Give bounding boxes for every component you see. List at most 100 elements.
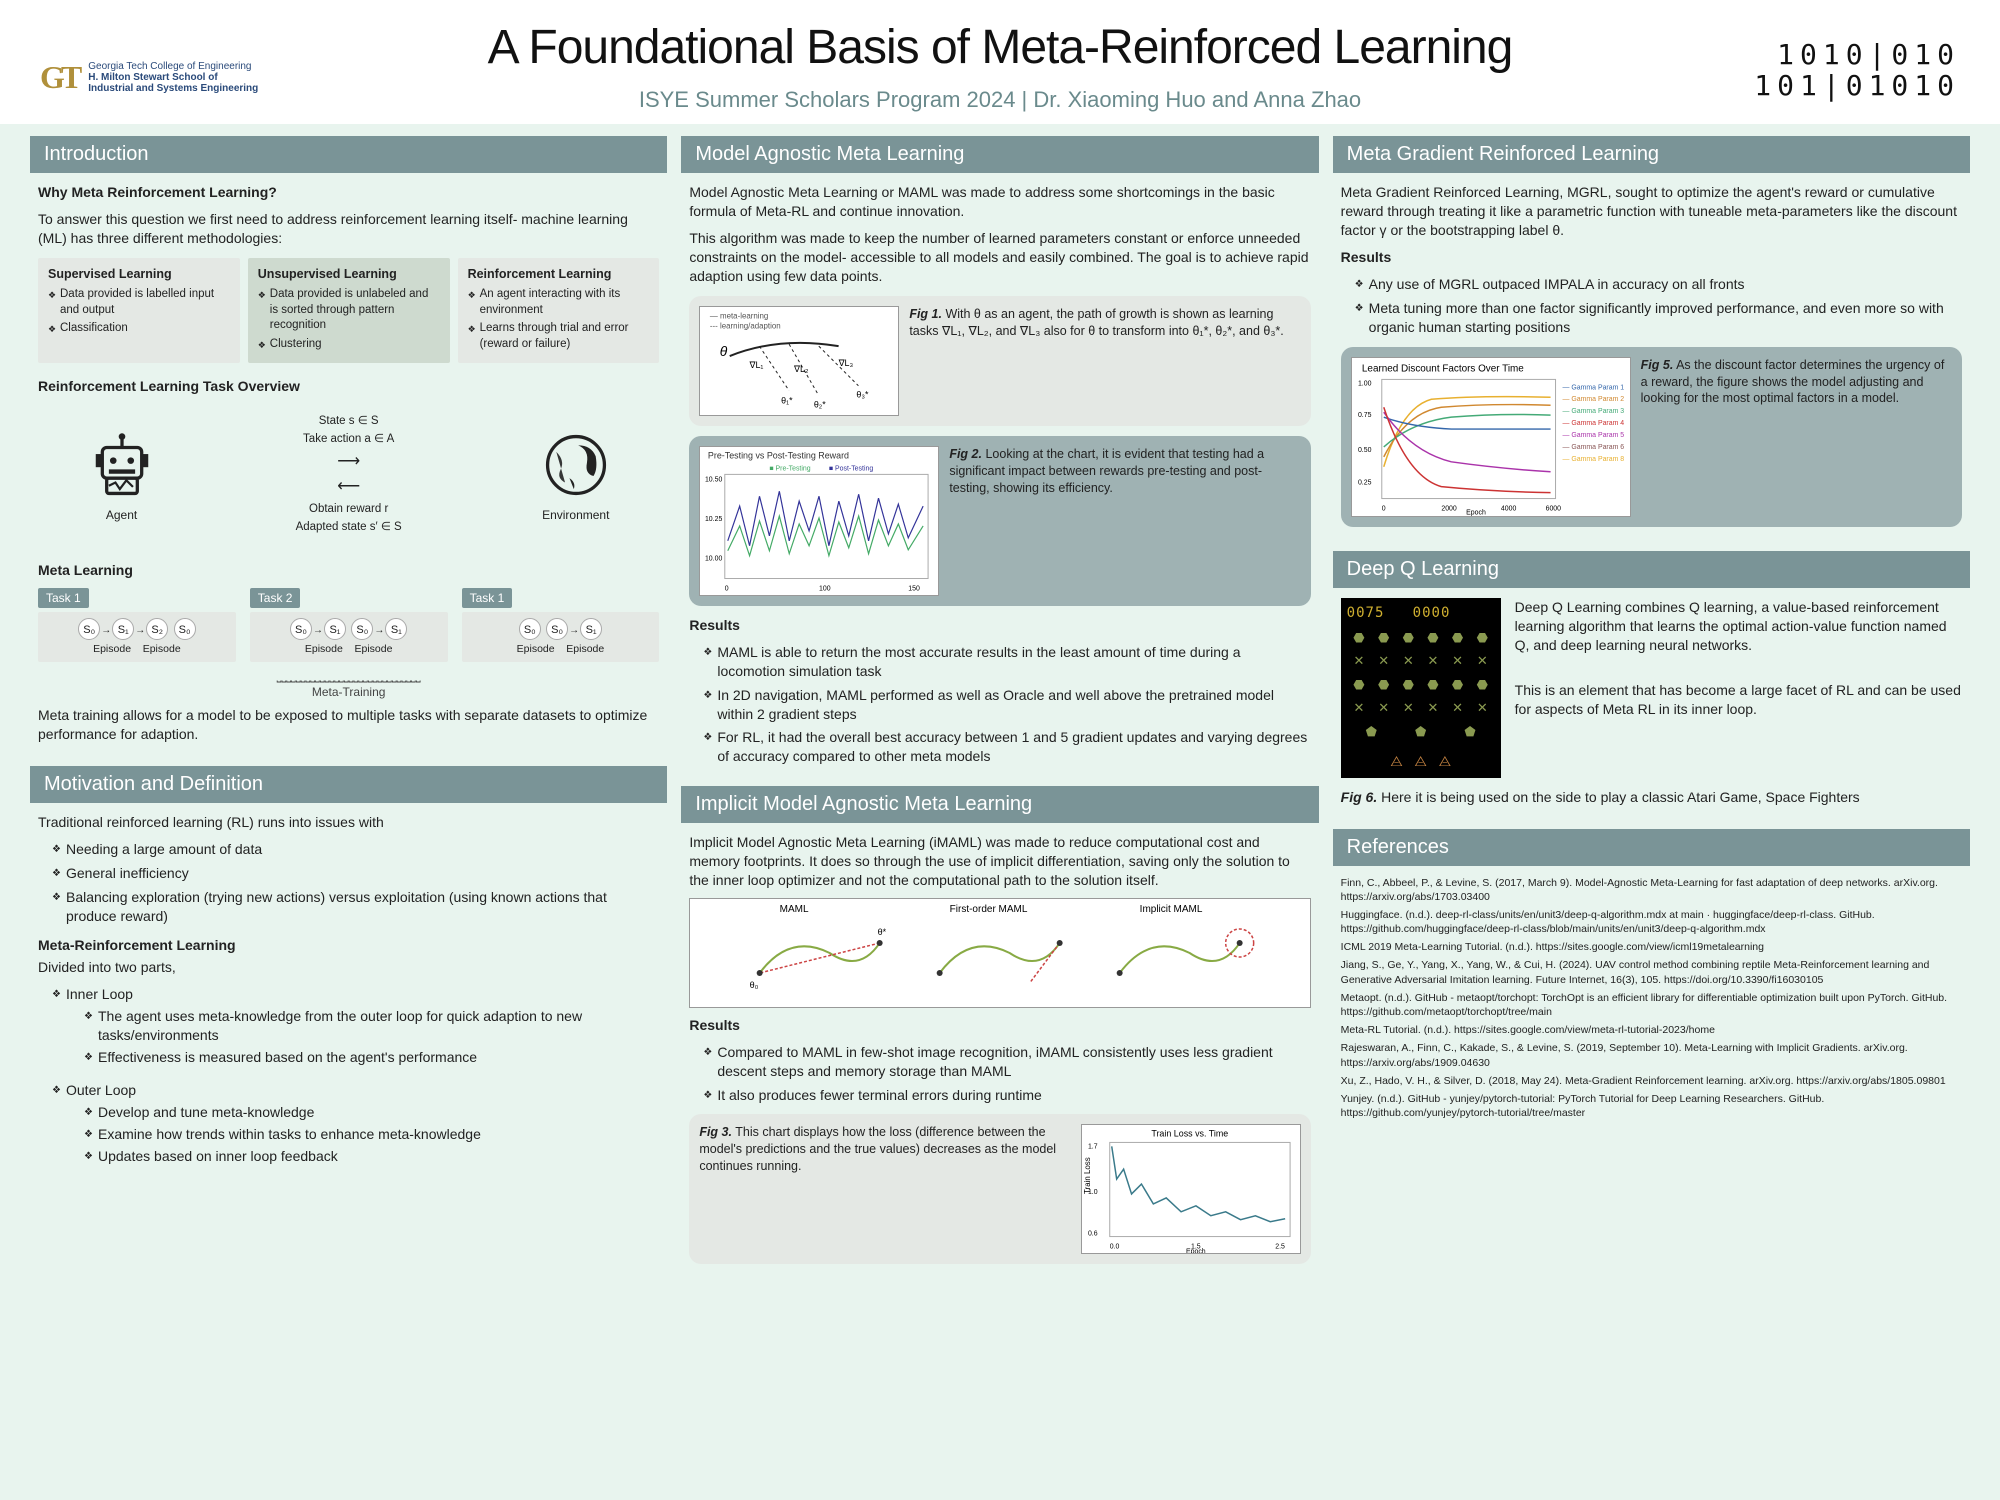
svg-text:∇L₃: ∇L₃ — [838, 358, 854, 368]
fig1-cap: With θ as an agent, the path of growth i… — [909, 307, 1283, 338]
svg-text:— Gamma Param 1: — Gamma Param 1 — [1562, 384, 1624, 391]
fig3-image: Train Loss vs. Time1.71.00.6Train Loss0.… — [1081, 1124, 1301, 1254]
ep2: Episode — [143, 643, 181, 655]
rl-state: State s ∈ S — [249, 412, 449, 430]
intro-p1: To answer this question we first need to… — [38, 210, 659, 248]
box3-b: Learns through trial and error (reward o… — [468, 321, 650, 352]
ref3: ICML 2019 Meta-Learning Tutorial. (n.d.)… — [1341, 940, 1962, 954]
svg-text:— meta-learning: — meta-learning — [710, 311, 768, 320]
mgrl-r2: Meta tuning more than one factor signifi… — [1355, 299, 1962, 337]
ep4: Episode — [355, 643, 393, 655]
task3-label: Task 1 — [462, 588, 513, 608]
motiv-b2: General inefficiency — [52, 864, 659, 883]
rl-task-diagram: Agent State s ∈ S Take action a ∈ A ⟶ ⟵ … — [38, 406, 659, 543]
ml-three-boxes: Supervised Learning Data provided is lab… — [38, 258, 659, 363]
ep1: Episode — [93, 643, 131, 655]
svg-text:Epoch: Epoch — [1186, 1249, 1206, 1255]
fig5-lead: Fig 5. — [1641, 358, 1674, 372]
meta-tasks-diagram: Task 1 S₀→S₁→S₂ S₀ Episode Episode Task … — [38, 588, 659, 662]
maml-r3: For RL, it had the overall best accuracy… — [703, 728, 1310, 766]
section-intro-header: Introduction — [30, 136, 667, 173]
rl-adapted: Adapted state s′ ∈ S — [249, 518, 449, 536]
fig5-box: Learned Discount Factors Over Time1.000.… — [1341, 347, 1962, 527]
rl-reward: Obtain reward r — [249, 500, 449, 518]
imaml-r2: It also produces fewer terminal errors d… — [703, 1086, 1310, 1105]
fig1-lead: Fig 1. — [909, 307, 942, 321]
svg-text:— Gamma Param 5: — Gamma Param 5 — [1562, 432, 1624, 439]
section-maml-header: Model Agnostic Meta Learning — [681, 136, 1318, 173]
mgrl-results-h: Results — [1341, 249, 1392, 265]
gt-text-3: Industrial and Systems Engineering — [88, 83, 258, 94]
box3-a: An agent interacting with its environmen… — [468, 287, 650, 318]
maml-results-h: Results — [689, 617, 740, 633]
atari-game-icon: 0075 0000 ⬣⬣⬣⬣⬣⬣ ✕✕✕✕✕✕ ⬣⬣⬣⬣⬣⬣ ✕✕✕✕✕✕ ⬟⬟… — [1341, 598, 1501, 778]
svg-text:— Gamma Param 2: — Gamma Param 2 — [1562, 396, 1624, 403]
column-middle: Model Agnostic Meta Learning Model Agnos… — [681, 136, 1318, 1288]
ref1: Finn, C., Abbeel, P., & Levine, S. (2017… — [1341, 876, 1962, 904]
svg-text:∇L₂: ∇L₂ — [793, 364, 809, 374]
fig3-box: Fig 3. This chart displays how the loss … — [689, 1114, 1310, 1264]
ep3: Episode — [305, 643, 343, 655]
poster-title: A Foundational Basis of Meta-Reinforced … — [40, 16, 1960, 81]
fig2-image: Pre-Testing vs Post-Testing Reward ■ Pre-… — [699, 446, 939, 596]
fig3-cap: This chart displays how the loss (differ… — [699, 1125, 1056, 1173]
svg-text:Pre-Testing vs Post-Testing Re: Pre-Testing vs Post-Testing Reward — [708, 450, 849, 460]
box1-title: Supervised Learning — [48, 266, 230, 283]
column-right: Meta Gradient Reinforced Learning Meta G… — [1333, 136, 1970, 1288]
inner-loop-h: Inner Loop — [66, 986, 133, 1002]
gt-logo: GT Georgia Tech College of Engineering H… — [40, 56, 258, 99]
meta-p: Meta training allows for a model to be e… — [38, 706, 659, 744]
svg-text:— Gamma Param 3: — Gamma Param 3 — [1562, 408, 1624, 415]
svg-text:Train Loss: Train Loss — [1083, 1158, 1092, 1195]
svg-text:— Gamma Param 8: — Gamma Param 8 — [1562, 456, 1624, 463]
fig3-lead: Fig 3. — [699, 1125, 732, 1139]
svg-text:Implicit MAML: Implicit MAML — [1140, 904, 1203, 915]
inner1: The agent uses meta-knowledge from the o… — [84, 1007, 659, 1045]
imaml-r1: Compared to MAML in few-shot image recog… — [703, 1043, 1310, 1081]
svg-text:--- learning/adaption: --- learning/adaption — [710, 321, 781, 330]
fig2-cap: Looking at the chart, it is evident that… — [949, 447, 1264, 495]
svg-text:θ₂*: θ₂* — [814, 399, 826, 409]
motiv-b1: Needing a large amount of data — [52, 840, 659, 859]
binary-line-2: 101|01010 — [1754, 71, 1960, 102]
section-mgrl-header: Meta Gradient Reinforced Learning — [1333, 136, 1970, 173]
meta-training-brace: ⎵⎵⎵⎵⎵⎵⎵⎵⎵⎵⎵⎵⎵⎵⎵⎵⎵⎵⎵⎵⎵⎵⎵⎵⎵⎵⎵⎵⎵⎵Meta-Train… — [38, 668, 659, 700]
outer3: Updates based on inner loop feedback — [84, 1147, 659, 1166]
svg-text:100: 100 — [819, 585, 831, 592]
intro-question: Why Meta Reinforcement Learning? — [38, 184, 277, 200]
svg-text:∇L₁: ∇L₁ — [749, 360, 764, 370]
motiv-b3: Balancing exploration (trying new action… — [52, 888, 659, 926]
svg-text:1.00: 1.00 — [1358, 380, 1372, 387]
box3-title: Reinforcement Learning — [468, 266, 650, 283]
svg-text:■ Post-Testing: ■ Post-Testing — [829, 465, 873, 472]
ref2: Huggingface. (n.d.). deep-rl-class/units… — [1341, 908, 1962, 936]
ep5: Episode — [517, 643, 555, 655]
svg-text:6000: 6000 — [1545, 505, 1561, 512]
svg-text:1.7: 1.7 — [1088, 1144, 1098, 1151]
svg-text:150: 150 — [909, 585, 921, 592]
fig6-lead: Fig 6. — [1341, 789, 1378, 805]
box1-a: Data provided is labelled input and outp… — [48, 287, 230, 318]
ref5: Metaopt. (n.d.). GitHub - metaopt/torcho… — [1341, 991, 1962, 1019]
fig1-box: — meta-learning--- learning/adaptionθ∇L₁… — [689, 296, 1310, 426]
svg-text:θ₁*: θ₁* — [782, 396, 794, 406]
fig5-cap: As the discount factor determines the ur… — [1641, 358, 1945, 406]
ref9: Yunjey. (n.d.). GitHub - yunjey/pytorch-… — [1341, 1092, 1962, 1120]
svg-text:Learned Discount Factors Over: Learned Discount Factors Over Time — [1362, 363, 1524, 374]
rl-action: Take action a ∈ A — [249, 430, 449, 448]
ref7: Rajeswaran, A., Finn, C., Kakade, S., & … — [1341, 1041, 1962, 1069]
fig5-image: Learned Discount Factors Over Time1.000.… — [1351, 357, 1631, 517]
maml-r1: MAML is able to return the most accurate… — [703, 643, 1310, 681]
svg-text:■ Pre-Testing: ■ Pre-Testing — [770, 465, 811, 472]
svg-text:0: 0 — [1381, 505, 1385, 512]
svg-text:10.00: 10.00 — [705, 556, 723, 563]
svg-text:2000: 2000 — [1441, 505, 1457, 512]
maml-p2: This algorithm was made to keep the numb… — [689, 229, 1310, 286]
section-motivation-header: Motivation and Definition — [30, 766, 667, 803]
column-left: Introduction Why Meta Reinforcement Lear… — [30, 136, 667, 1288]
poster-subtitle: ISYE Summer Scholars Program 2024 | Dr. … — [40, 85, 1960, 115]
svg-text:10.25: 10.25 — [705, 516, 723, 523]
ref8: Xu, Z., Hado, V. H., & Silver, D. (2018,… — [1341, 1074, 1962, 1088]
imaml-diagram: MAMLFirst-order MAMLImplicit MAMLθ₀θ* — [689, 898, 1310, 1008]
box2-b: Clustering — [258, 337, 440, 353]
